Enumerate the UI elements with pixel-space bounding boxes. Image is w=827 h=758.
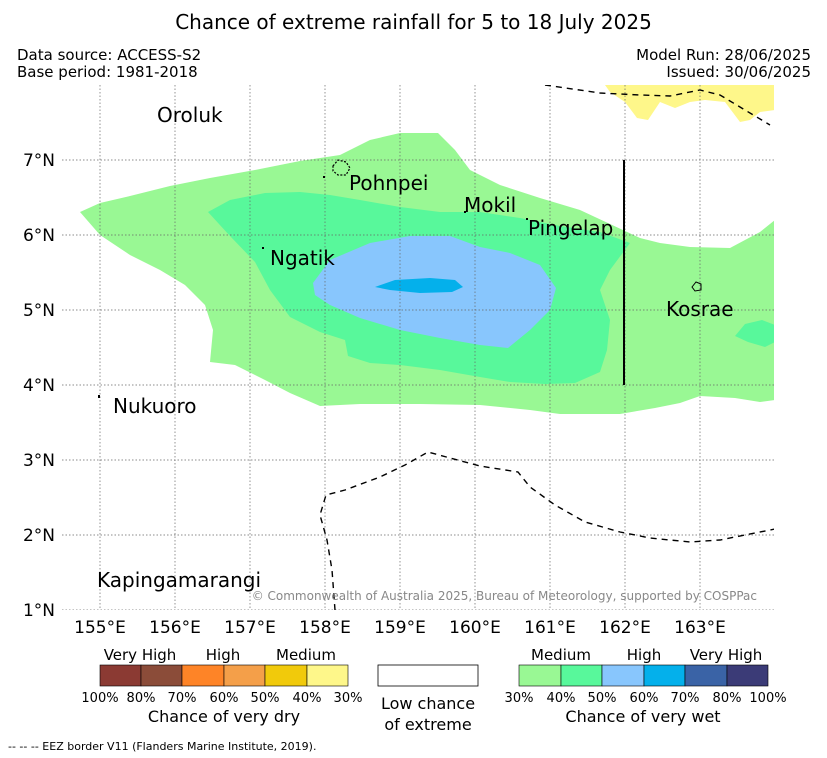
lon-label-8: 163°E [674, 618, 726, 638]
model-run: Model Run: 28/06/2025 [636, 46, 811, 64]
legend-wet-swatch-40-50 [560, 664, 603, 687]
legend-dry-tick-6: 30% [334, 691, 363, 706]
lat-label-3: 4°N [23, 376, 55, 396]
meta-right: Model Run: 28/06/2025 Issued: 30/06/2025 [636, 47, 811, 81]
place-nukuoro: Nukuoro [113, 394, 197, 418]
eez-footnote: -- -- -- EEZ border V11 (Flanders Marine… [8, 740, 317, 753]
wet-medium-40-50-area-east [735, 320, 774, 347]
nukuoro-island-marker [98, 395, 100, 398]
legend-dry-tick-4: 50% [251, 691, 280, 706]
meta-left: Data source: ACCESS-S2 Base period: 1981… [17, 47, 201, 81]
legend-wet-tick-1: 40% [547, 691, 576, 706]
latitude-labels: 7°N 6°N 5°N 4°N 3°N 2°N 1°N [23, 151, 55, 621]
lat-label-6: 1°N [23, 601, 55, 621]
legend-wet-swatch-60-70 [643, 664, 686, 687]
legend-wet-swatch-30-40 [518, 664, 562, 687]
place-oroluk: Oroluk [157, 103, 223, 127]
place-pohnpei: Pohnpei [349, 171, 429, 195]
legend-dry-tick-0: 100% [81, 691, 118, 706]
legend-dry-tick-2: 70% [168, 691, 197, 706]
wet-high-60-70-area [375, 278, 463, 293]
lon-label-3: 158°E [299, 618, 351, 638]
issued-date: Issued: 30/06/2025 [666, 63, 811, 81]
ngatik-island-marker [262, 247, 264, 249]
lat-label-2: 5°N [23, 301, 55, 321]
legend-wet-tick-2: 50% [588, 691, 617, 706]
legend-dry: Very High High Medium 100% 80% 70% 60% 50% 40… [81, 646, 362, 726]
legend-dry-ticks: 100% 80% 70% 60% 50% 40% 30% [81, 691, 362, 706]
mokil-island-marker [464, 211, 466, 213]
legend-dry-title: Chance of very dry [148, 707, 300, 726]
legend-wet-tick-5: 80% [713, 691, 742, 706]
legend-wet-ticks: 30% 40% 50% 60% 70% 80% 100% [505, 691, 787, 706]
legend-wet-title: Chance of very wet [565, 707, 720, 726]
legend-dry-swatch-40-50 [264, 664, 308, 687]
legend-dry-tick-1: 80% [127, 691, 156, 706]
legend-dry-swatch-50-60 [223, 664, 266, 687]
legend-neutral-title-line2: of extreme [384, 715, 471, 734]
lon-label-6: 161°E [524, 618, 576, 638]
legend-dry-tick-5: 40% [293, 691, 322, 706]
copyright-notice: © Commonwealth of Australia 2025, Bureau… [252, 589, 757, 603]
eez-border-north [544, 85, 771, 126]
legend-wet: Medium High Very High 30% 40% 50% 60% 70% 80%… [505, 646, 787, 726]
map-plot-area: © Commonwealth of Australia 2025, Bureau… [62, 85, 774, 610]
legend-wet-cat-medium: Medium [531, 646, 591, 664]
eez-border-south [319, 451, 774, 610]
page-title: Chance of extreme rainfall for 5 to 18 J… [175, 10, 652, 34]
lon-label-2: 157°E [224, 618, 276, 638]
lon-label-7: 162°E [599, 618, 651, 638]
longitude-labels: 155°E 156°E 157°E 158°E 159°E 160°E 161°E 162°E… [74, 618, 726, 638]
legend-dry-tick-3: 60% [210, 691, 239, 706]
kosrae-island-outline [691, 281, 702, 292]
lat-label-4: 3°N [23, 451, 55, 471]
legend-wet-tick-3: 60% [630, 691, 659, 706]
dry-medium-30-40-area [605, 85, 774, 122]
lon-label-0: 155°E [74, 618, 126, 638]
legend-dry-swatch-30-40 [306, 664, 349, 687]
place-pingelap: Pingelap [528, 216, 613, 240]
data-source: Data source: ACCESS-S2 [17, 46, 202, 64]
lat-label-0: 7°N [23, 151, 55, 171]
legend-wet-tick-6: 100% [749, 691, 786, 706]
legend-wet-swatch-50-60 [601, 664, 645, 687]
legend-wet-tick-0: 30% [505, 691, 534, 706]
legend-dry-cat-medium: Medium [276, 646, 336, 664]
legend-neutral-swatch [377, 664, 479, 687]
pingelap-island-marker [526, 218, 528, 220]
legend-dry-swatch-70-80 [140, 664, 183, 687]
lon-label-5: 160°E [449, 618, 501, 638]
place-mokil: Mokil [464, 193, 516, 217]
legend-wet-swatch-70-80 [684, 664, 728, 687]
place-kapingamarangi: Kapingamarangi [97, 568, 261, 592]
lon-label-1: 156°E [149, 618, 201, 638]
legend-dry-cat-high: High [206, 646, 240, 664]
base-period: Base period: 1981-2018 [17, 63, 198, 81]
lat-label-1: 6°N [23, 226, 55, 246]
pohnpei-islet-marker [323, 176, 325, 178]
legend-dry-swatch-60-70 [181, 664, 225, 687]
lon-label-4: 159°E [374, 618, 426, 638]
legend-dry-cat-very-high: Very High [104, 646, 177, 664]
legend-wet-swatch-80-100 [726, 664, 769, 687]
legend-wet-cat-high: High [627, 646, 661, 664]
place-ngatik: Ngatik [270, 246, 335, 270]
legend-neutral: Low chance of extreme [377, 664, 479, 734]
lat-label-5: 2°N [23, 526, 55, 546]
place-kosrae: Kosrae [666, 297, 734, 321]
legend-wet-cat-very-high: Very High [690, 646, 763, 664]
legend-dry-swatch-80-100 [99, 664, 142, 687]
legend-neutral-title-line1: Low chance [381, 694, 475, 713]
legend-wet-tick-4: 70% [671, 691, 700, 706]
